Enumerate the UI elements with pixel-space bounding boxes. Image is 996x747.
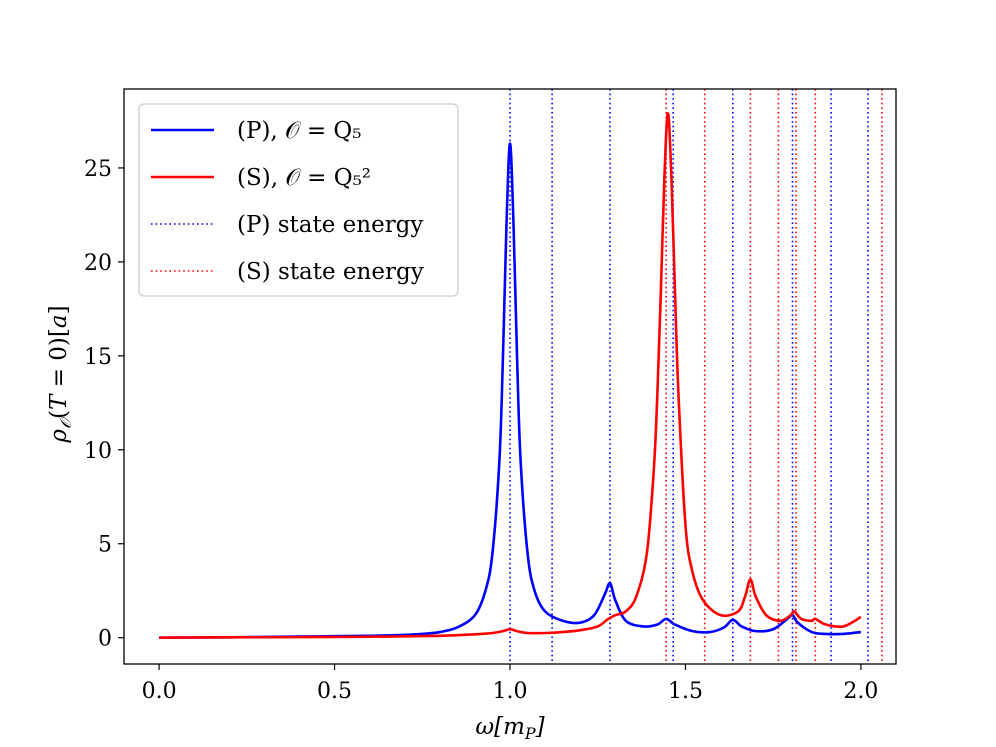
y-tick-label: 0 bbox=[98, 627, 112, 652]
y-tick-label: 5 bbox=[98, 533, 112, 558]
y-tick-label: 10 bbox=[84, 439, 112, 464]
state-energy-lines bbox=[509, 89, 883, 664]
legend-label-1: (S), 𝒪 = Q₅² bbox=[237, 165, 371, 191]
legend-label-2: (P) state energy bbox=[237, 212, 423, 238]
legend-box bbox=[138, 103, 459, 297]
x-tick-label: 0.0 bbox=[142, 679, 177, 704]
s-spectral-curve bbox=[159, 112, 862, 639]
p-spectral-curve bbox=[159, 142, 862, 639]
y-tick-label: 15 bbox=[84, 345, 112, 370]
x-axis-ticks: 0.0 0.5 1.0 1.5 2.0 bbox=[142, 664, 878, 704]
x-tick-label: 1.0 bbox=[493, 679, 528, 704]
y-tick-label: 20 bbox=[84, 251, 112, 276]
legend-label-3: (S) state energy bbox=[237, 259, 424, 285]
y-axis-ticks: 0 5 10 15 20 25 bbox=[84, 157, 124, 652]
y-tick-label: 25 bbox=[84, 157, 112, 182]
x-axis-label: ω[mP] bbox=[475, 714, 544, 743]
legend: (P), 𝒪 = Q₅ (S), 𝒪 = Q₅² (P) state energy (… bbox=[138, 103, 459, 297]
x-tick-label: 0.5 bbox=[317, 679, 352, 704]
legend-label-0: (P), 𝒪 = Q₅ bbox=[237, 118, 362, 144]
x-tick-label: 2.0 bbox=[843, 679, 878, 704]
y-axis-label: ρ𝒪(T = 0)[a] bbox=[46, 305, 75, 443]
spectral-curves bbox=[159, 112, 862, 639]
x-tick-label: 1.5 bbox=[668, 679, 703, 704]
